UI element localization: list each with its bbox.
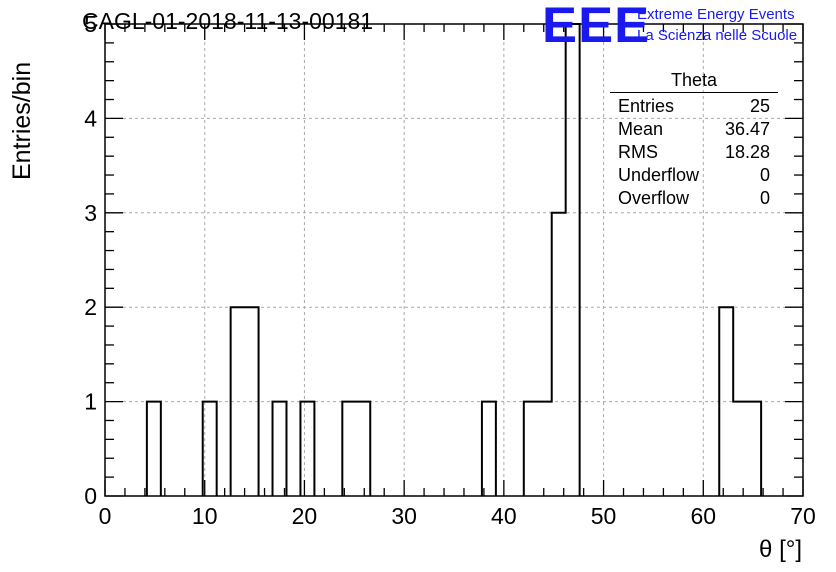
histogram-bin — [747, 402, 761, 496]
histogram-bin — [300, 402, 314, 496]
histogram-bin — [482, 402, 496, 496]
stats-row-underflow: Underflow 0 — [610, 164, 778, 187]
stats-row-entries: Entries 25 — [610, 95, 778, 118]
stats-label: Mean — [618, 119, 664, 139]
stats-row-mean: Mean 36.47 — [610, 118, 778, 141]
histogram-bin — [552, 213, 566, 496]
logo-caption: Extreme Energy Events La Scienza nelle S… — [637, 4, 797, 46]
stats-label: Entries — [618, 96, 675, 116]
y-tick-label: 3 — [84, 200, 97, 226]
logo-caption-line1: Extreme Energy Events — [637, 6, 795, 23]
stats-box: Theta Entries 25 Mean 36.47 RMS 18.28 Un… — [610, 70, 778, 210]
x-tick-label: 40 — [491, 503, 517, 529]
stats-label: Underflow — [618, 165, 700, 185]
histogram-bin — [524, 402, 538, 496]
stats-title: Theta — [610, 70, 778, 93]
histogram-bin — [566, 24, 580, 496]
histogram-bin — [342, 402, 356, 496]
plot-frame — [104, 23, 804, 497]
x-tick-label: 30 — [391, 503, 417, 529]
tick-labels: 0 10 20 30 40 50 60 70 0 1 2 3 4 5 — [84, 11, 816, 529]
y-tick-label: 1 — [84, 389, 97, 415]
x-tick-label: 0 — [99, 503, 112, 529]
y-tick-label: 0 — [84, 483, 97, 509]
x-axis-label: θ [°] — [759, 536, 802, 563]
y-tick-label: 2 — [84, 294, 97, 320]
grid-lines — [105, 24, 803, 496]
eee-logo: EEE — [542, 0, 651, 53]
stats-value: 0 — [759, 165, 770, 185]
stats-label: RMS — [618, 142, 658, 162]
stats-value: 18.28 — [724, 142, 770, 162]
y-tick-label: 5 — [84, 11, 97, 37]
stats-row-rms: RMS 18.28 — [610, 141, 778, 164]
x-tick-label: 50 — [591, 503, 617, 529]
stats-row-overflow: Overflow 0 — [610, 187, 778, 210]
x-tick-label: 60 — [690, 503, 716, 529]
stats-value: 25 — [749, 96, 770, 116]
x-tick-label: 10 — [192, 503, 218, 529]
logo-caption-line2: La Scienza nelle Scuole — [637, 27, 798, 44]
histogram-bin — [147, 402, 161, 496]
axis-ticks — [104, 23, 804, 497]
stats-value: 36.47 — [724, 119, 770, 139]
histogram-bin — [273, 402, 287, 496]
stats-value: 0 — [759, 188, 770, 208]
y-axis-label: Entries/bin — [8, 61, 36, 180]
histogram-bin — [538, 402, 552, 496]
histogram-outline — [145, 23, 763, 496]
x-tick-label: 70 — [790, 503, 816, 529]
chart-title: CAGL-01-2018-11-13-00181 — [82, 8, 374, 34]
stats-label: Overflow — [618, 188, 690, 208]
x-tick-label: 20 — [292, 503, 318, 529]
histogram-bars — [145, 23, 763, 496]
histogram-bin — [733, 402, 747, 496]
y-tick-label: 4 — [84, 105, 97, 131]
histogram-bin — [356, 402, 370, 496]
